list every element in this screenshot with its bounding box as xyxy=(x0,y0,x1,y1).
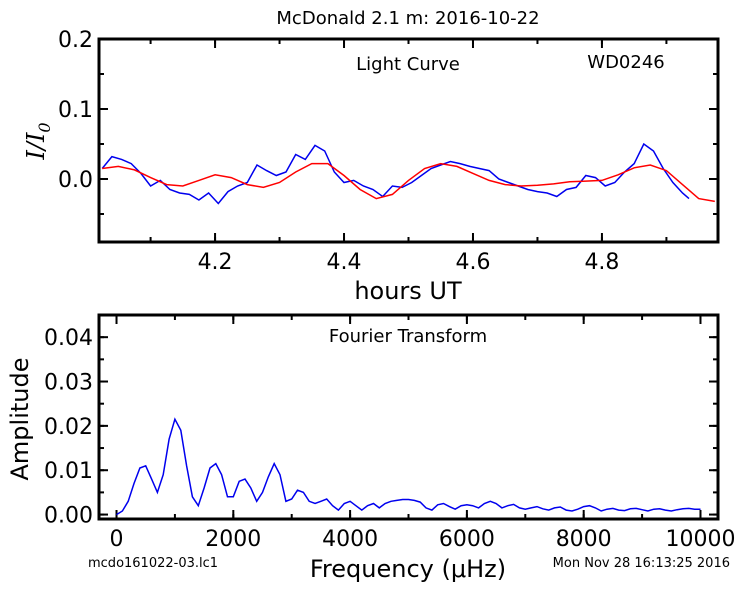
fourier-ticks: 0 2000 4000 6000 8000 10000 0.00 0.01 0.02 0.03 0.… xyxy=(44,314,735,552)
lc-xtick-label: 4.8 xyxy=(584,250,619,275)
fourier-transform-panel: 0 2000 4000 6000 8000 10000 0.00 0.01 0.02 0.03 0.… xyxy=(6,313,735,583)
lc-ytick-label: 0.0 xyxy=(58,168,93,193)
fourier-series xyxy=(116,417,701,516)
ft-xtick-label: 2000 xyxy=(205,527,261,552)
lc-xtick-label: 4.2 xyxy=(198,250,233,275)
ft-xtick-label: 4000 xyxy=(322,527,378,552)
light-curve-axes-frame xyxy=(97,37,720,244)
light-curve-annotation: Light Curve xyxy=(356,54,460,75)
ylabel-main: I/I xyxy=(22,132,50,161)
svg-text:I/I0: I/I0 xyxy=(22,122,54,160)
lc-series-model xyxy=(102,162,715,203)
light-curve-series xyxy=(101,142,715,205)
ylabel-subscript: 0 xyxy=(35,122,54,132)
ft-xtick-label: 0 xyxy=(110,527,124,552)
ft-ytick-label: 0.03 xyxy=(44,371,93,396)
light-curve-panel: 4.2 4.4 4.6 4.8 0.0 0.1 0.2 Light Curve WD0246… xyxy=(22,28,720,305)
ft-ytick-label: 0.00 xyxy=(44,504,93,529)
ft-xtick-label: 6000 xyxy=(439,527,495,552)
light-curve-ticks: 4.2 4.4 4.6 4.8 0.0 0.1 0.2 xyxy=(58,28,718,275)
ft-ytick-label: 0.01 xyxy=(44,459,93,484)
ft-xtick-label: 8000 xyxy=(556,527,612,552)
fourier-axes-frame xyxy=(97,313,720,521)
ft-ytick-label: 0.04 xyxy=(44,326,93,351)
lc-xtick-label: 4.6 xyxy=(455,250,490,275)
light-curve-ylabel: I/I0 xyxy=(22,122,54,160)
fourier-ylabel: Amplitude xyxy=(6,358,34,481)
ft-series-amplitude xyxy=(116,417,701,516)
ft-xtick-label: 10000 xyxy=(665,527,735,552)
footer-filename: mcdo161022-03.lc1 xyxy=(88,556,218,571)
fourier-annotation: Fourier Transform xyxy=(329,326,487,347)
fourier-xlabel: Frequency (μHz) xyxy=(310,555,506,583)
object-name-label: WD0246 xyxy=(587,52,664,73)
lc-ytick-label: 0.2 xyxy=(58,28,93,53)
ft-ytick-label: 0.02 xyxy=(44,415,93,440)
figure-title: McDonald 2.1 m: 2016-10-22 xyxy=(276,8,539,29)
light-curve-xlabel: hours UT xyxy=(354,277,462,305)
footer-timestamp: Mon Nov 28 16:13:25 2016 xyxy=(553,556,730,571)
lc-ytick-label: 0.1 xyxy=(58,98,93,123)
lc-xtick-label: 4.4 xyxy=(327,250,362,275)
lc-series-observed xyxy=(101,142,690,205)
